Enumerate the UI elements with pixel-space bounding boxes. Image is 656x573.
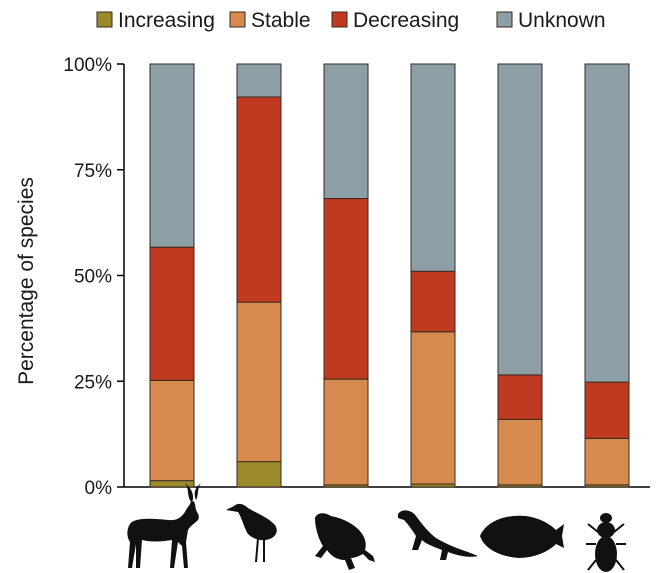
- legend-label: Stable: [251, 9, 311, 32]
- bar-segment-stable: [497, 418, 543, 486]
- legend-item-decreasing: Decreasing: [331, 9, 459, 32]
- bar-segment-stable: [410, 331, 456, 485]
- y-tick-label: 100%: [63, 55, 112, 76]
- y-tick-label: 50%: [74, 267, 112, 288]
- y-tick-label: 75%: [74, 161, 112, 182]
- y-tick-label: 0%: [85, 478, 113, 499]
- category-icons: [127, 482, 626, 572]
- fish-silhouette-icon: [480, 515, 564, 558]
- antelope-silhouette-icon: [127, 482, 202, 568]
- bar-segment-stable: [323, 378, 369, 486]
- bar-stack-frog: [323, 63, 369, 488]
- legend-item-stable: Stable: [229, 9, 311, 32]
- bar-segment-decreasing: [497, 374, 543, 420]
- y-axis: 0% 25% 50% 75% 100%: [63, 55, 650, 499]
- bar-segment-increasing: [236, 461, 282, 488]
- bars: [149, 63, 630, 488]
- legend-item-unknown: Unknown: [496, 9, 606, 32]
- bar-stack-shorebird: [236, 63, 282, 488]
- legend-label: Unknown: [518, 9, 606, 32]
- bar-stack-large-mammal: [149, 63, 195, 488]
- bar-segment-unknown: [236, 63, 282, 98]
- bar-segment-unknown: [149, 63, 195, 248]
- bar-segment-stable: [236, 301, 282, 463]
- bar-segment-unknown: [497, 63, 543, 376]
- bar-segment-stable: [149, 379, 195, 482]
- bar-stack-lizard: [410, 63, 456, 488]
- bar-segment-decreasing: [149, 246, 195, 381]
- frog-silhouette-icon: [315, 513, 375, 570]
- beetle-silhouette-icon: [586, 513, 626, 572]
- bar-segment-decreasing: [584, 381, 630, 439]
- legend-label: Increasing: [118, 9, 215, 32]
- shorebird-silhouette-icon: [226, 503, 277, 563]
- legend-item-increasing: Increasing: [96, 9, 215, 32]
- bar-segment-decreasing: [236, 96, 282, 303]
- legend-swatch: [331, 11, 348, 28]
- legend-swatch: [96, 11, 113, 28]
- bar-segment-unknown: [323, 63, 369, 200]
- bar-segment-stable: [584, 437, 630, 486]
- bar-segment-decreasing: [410, 270, 456, 333]
- bar-stack-fish: [497, 63, 543, 488]
- legend-swatch: [496, 11, 513, 28]
- bar-segment-decreasing: [323, 198, 369, 380]
- y-axis-label: Percentage of species: [15, 177, 38, 385]
- lizard-silhouette-icon: [398, 510, 478, 560]
- bar-segment-unknown: [410, 63, 456, 272]
- y-tick-label: 25%: [74, 372, 112, 393]
- legend-swatch: [229, 11, 246, 28]
- chart-legend: Increasing Stable Decreasing Unknown: [96, 9, 606, 32]
- bar-stack-beetle: [584, 63, 630, 488]
- bar-segment-unknown: [584, 63, 630, 383]
- legend-label: Decreasing: [353, 9, 459, 32]
